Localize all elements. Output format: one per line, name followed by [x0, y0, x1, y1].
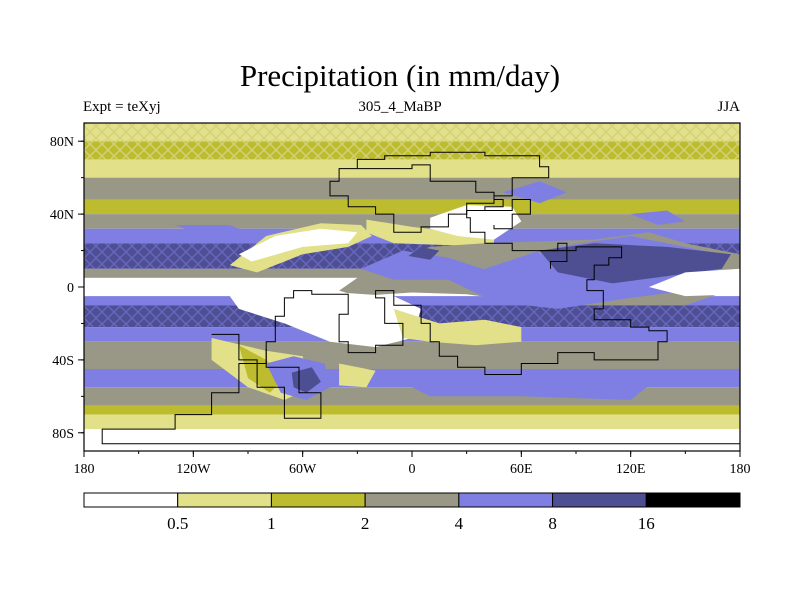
continent-outline — [329, 151, 550, 233]
axis-ticks: 180 120W 60W 0 60E 120E 180 80N 40N 0 40S 80S — [50, 135, 751, 477]
colorbar-label: 16 — [638, 514, 655, 533]
colorbar-swatch — [364, 492, 460, 508]
zonal-band — [84, 414, 740, 430]
y-tick-label: 80S — [52, 427, 74, 442]
continent-outlines — [101, 151, 740, 445]
precip-region — [630, 210, 686, 225]
precip-region — [229, 292, 422, 348]
precip-region — [84, 279, 212, 297]
continent-outline — [101, 164, 740, 445]
precip-region — [366, 219, 494, 247]
precipitation-field — [84, 123, 740, 451]
zonal-band — [84, 341, 740, 369]
zonal-band — [84, 405, 740, 415]
precip-region — [408, 246, 440, 260]
y-tick-label: 80N — [50, 135, 74, 150]
zonal-band — [84, 177, 740, 200]
colorbar-swatch — [552, 492, 647, 508]
experiment-label: Expt = teXyj — [83, 99, 161, 115]
colorbar-label: 2 — [361, 514, 370, 533]
x-tick-label: 60E — [510, 462, 533, 477]
precip-region — [339, 363, 376, 388]
zonal-band — [84, 199, 740, 215]
zonal-band — [84, 429, 740, 451]
x-tick-label: 0 — [409, 462, 416, 477]
colorbar-label: 0.5 — [167, 514, 188, 533]
precip-region — [393, 308, 522, 346]
y-tick-label: 40S — [52, 354, 74, 369]
period-label: 305_4_MaBP — [358, 99, 442, 115]
precip-region — [412, 378, 649, 400]
zonal-band — [84, 214, 740, 229]
precip-region — [238, 345, 285, 393]
colorbar-swatch — [177, 492, 272, 508]
zonal-band — [84, 296, 740, 306]
hatched-high-lat — [84, 123, 740, 160]
y-tick-label: 0 — [67, 281, 74, 296]
x-tick-label: 60W — [289, 462, 317, 477]
precip-region — [484, 250, 540, 306]
continent-outline — [211, 333, 322, 419]
colorbar-swatch — [83, 492, 179, 508]
colorbar-swatch — [270, 492, 366, 508]
precip-region — [238, 228, 358, 262]
season-label: JJA — [717, 99, 740, 115]
continent-outline — [484, 199, 531, 230]
continent-outline — [539, 242, 568, 269]
colorbar-swatch — [458, 492, 554, 508]
colorbar-label: 8 — [548, 514, 557, 533]
x-tick-label: 180 — [730, 462, 751, 477]
x-tick-label: 120E — [616, 462, 646, 477]
x-tick-label: 180 — [74, 462, 95, 477]
colorbar-label: 4 — [455, 514, 464, 533]
colorbar-swatch — [645, 492, 741, 508]
x-tick-label: 120W — [176, 462, 211, 477]
map-title: Precipitation (in mm/day) — [239, 58, 561, 93]
colorbar-label: 1 — [267, 514, 276, 533]
zonal-band — [84, 369, 740, 388]
precip-region — [175, 225, 258, 240]
precip-region — [503, 181, 567, 204]
y-tick-label: 40N — [50, 208, 74, 223]
precip-region — [648, 268, 740, 297]
colorbar: 0.5 1 2 4 8 16 — [83, 492, 741, 533]
